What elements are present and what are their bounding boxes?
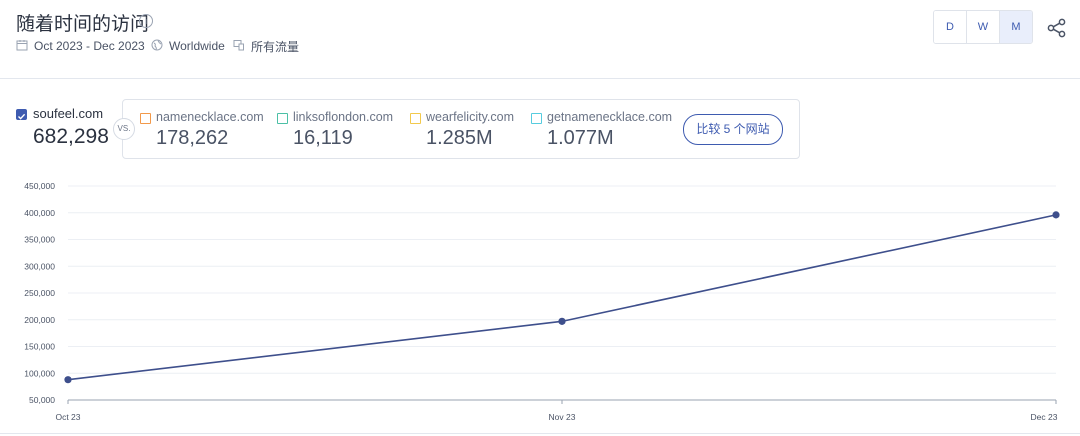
granularity-week-button[interactable]: W (967, 11, 1000, 43)
devices-icon (233, 39, 245, 54)
y-tick-label: 250,000 (24, 288, 55, 298)
data-point[interactable] (1052, 211, 1060, 219)
x-tick-label: Dec 23 (1031, 412, 1058, 422)
traffic-type-text: 所有流量 (251, 39, 300, 54)
competitor-value: 1.077M (547, 127, 614, 149)
granularity-month-button[interactable]: M (1000, 11, 1032, 43)
visits-line-chart: 450,000 400,000 350,000 300,000 250,000 200,0… (24, 181, 1060, 422)
y-tick-label: 350,000 (24, 235, 55, 245)
traffic-type[interactable]: 所有流量 (233, 38, 299, 54)
competitor-name: wearfelicity.com (426, 110, 514, 124)
granularity-day-button[interactable]: D (934, 11, 967, 43)
main-site-checkbox[interactable] (16, 109, 27, 120)
chart-header: 随着时间的访问 i Oct 2023 - Dec 2023 Worldwide … (0, 0, 1080, 79)
competitors-panel: namenecklace.com 178,262 linksoflondon.c… (122, 99, 800, 159)
main-site-value: 682,298 (33, 125, 109, 148)
data-point[interactable] (558, 317, 566, 325)
compare-sites-button[interactable]: 比较 5 个网站 (683, 114, 783, 145)
share-icon[interactable] (1046, 18, 1068, 38)
competitor-value: 178,262 (156, 127, 229, 149)
region-text: Worldwide (169, 39, 225, 53)
competitor-checkbox[interactable] (277, 113, 288, 124)
granularity-toggle: D W M (933, 10, 1033, 44)
page-title: 随着时间的访问 (16, 13, 150, 35)
date-range[interactable]: Oct 2023 - Dec 2023 (16, 38, 145, 54)
y-tick-label: 200,000 (24, 315, 55, 325)
y-tick-label: 150,000 (24, 342, 55, 352)
y-tick-label: 400,000 (24, 208, 55, 218)
data-point[interactable] (64, 376, 72, 384)
competitor-checkbox[interactable] (410, 113, 421, 124)
competitor-value: 1.285M (426, 127, 493, 149)
check-icon (18, 113, 26, 120)
competitor-name: getnamenecklace.com (547, 110, 673, 124)
vs-badge: VS. (113, 118, 135, 140)
region[interactable]: Worldwide (151, 38, 225, 54)
competitor-checkbox[interactable] (531, 113, 542, 124)
x-tick-label: Oct 23 (55, 412, 80, 422)
x-tick-label: Nov 23 (549, 412, 576, 422)
main-site-name: soufeel.com (33, 106, 104, 121)
competitor-name: linksoflondon.com (293, 110, 394, 124)
competitor-value: 16,119 (293, 127, 353, 149)
globe-icon (151, 39, 163, 54)
info-icon[interactable]: i (139, 14, 153, 28)
calendar-icon (16, 39, 28, 54)
competitor-name: namenecklace.com (156, 110, 264, 124)
y-tick-label: 300,000 (24, 261, 55, 271)
date-range-text: Oct 2023 - Dec 2023 (34, 39, 145, 53)
y-tick-label: 50,000 (29, 395, 55, 405)
divider (0, 433, 1080, 434)
competitor-checkbox[interactable] (140, 113, 151, 124)
y-tick-label: 450,000 (24, 181, 55, 191)
y-tick-label: 100,000 (24, 368, 55, 378)
